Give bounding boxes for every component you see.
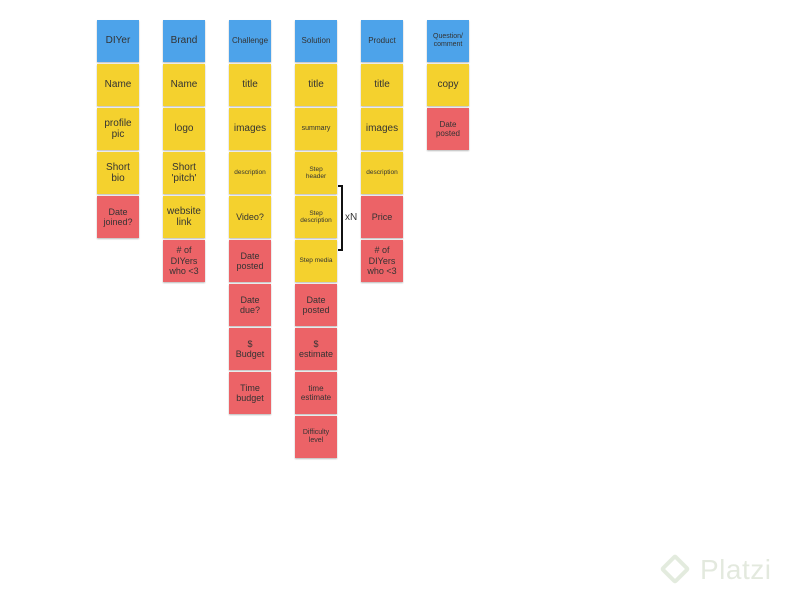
sticky-note-text: Short bio: [106, 161, 130, 185]
sticky-note-yellow: profile pic: [97, 108, 139, 150]
sticky-note-yellow: website link: [163, 196, 205, 238]
sticky-note-text: Difficulty level: [302, 428, 330, 444]
sticky-note-yellow: description: [229, 152, 271, 194]
sticky-note-yellow: images: [229, 108, 271, 150]
sticky-note-text: title: [308, 79, 324, 91]
sticky-note-blue: Solution: [295, 20, 337, 62]
sticky-note-yellow: images: [361, 108, 403, 150]
sticky-note-yellow: Name: [97, 64, 139, 106]
sticky-note-red: $ Budget: [229, 328, 271, 370]
sticky-note-yellow: copy: [427, 64, 469, 106]
sticky-note-yellow: description: [361, 152, 403, 194]
sticky-note-text: Brand: [170, 35, 198, 47]
sticky-note-text: description: [366, 169, 398, 177]
sticky-note-yellow: Step header: [295, 152, 337, 194]
platzi-watermark: Platzi: [658, 552, 798, 592]
sticky-note-text: Question/ comment: [433, 32, 463, 48]
sticky-note-text: summary: [301, 124, 331, 132]
sticky-note-blue: Question/ comment: [427, 20, 469, 62]
sticky-note-yellow: logo: [163, 108, 205, 150]
sticky-note-yellow: Short 'pitch': [163, 152, 205, 194]
sticky-note-text: Challenge: [231, 36, 269, 46]
sticky-note-text: Time budget: [236, 382, 264, 403]
sticky-note-text: Date due?: [239, 294, 261, 315]
sticky-note-text: Date posted: [435, 119, 461, 138]
sticky-note-text: Date joined?: [103, 206, 133, 227]
sticky-note-blue: Brand: [163, 20, 205, 62]
sticky-note-yellow: Step media: [295, 240, 337, 282]
sticky-note-yellow: Name: [163, 64, 205, 106]
sticky-note-text: # of DIYers who <3: [169, 245, 199, 277]
sticky-note-red: # of DIYers who <3: [163, 240, 205, 282]
sticky-note-text: $ estimate: [298, 338, 333, 359]
sticky-note-red: Time budget: [229, 372, 271, 414]
sticky-note-text: Step media: [299, 257, 333, 265]
repeat-multiplier-label: xN: [345, 212, 358, 223]
sticky-note-text: time estimate: [300, 383, 332, 402]
sticky-note-text: images: [233, 123, 267, 135]
sticky-note-red: $ estimate: [295, 328, 337, 370]
sticky-note-text: logo: [174, 123, 194, 135]
sticky-note-yellow: title: [229, 64, 271, 106]
sticky-note-blue: Product: [361, 20, 403, 62]
platzi-wordmark: Platzi: [700, 554, 772, 585]
sticky-note-blue: Challenge: [229, 20, 271, 62]
sticky-note-text: Step header: [305, 165, 327, 180]
sticky-note-text: Product: [368, 36, 396, 46]
sticky-note-text: Name: [170, 79, 198, 91]
sticky-note-text: Step description: [300, 209, 332, 224]
sticky-note-yellow: Short bio: [97, 152, 139, 194]
sticky-note-red: time estimate: [295, 372, 337, 414]
sticky-note-text: website link: [167, 205, 201, 229]
sticky-note-red: Price: [361, 196, 403, 238]
sticky-note-red: Date joined?: [97, 196, 139, 238]
sticky-note-text: Short 'pitch': [171, 161, 197, 185]
sticky-note-yellow: title: [295, 64, 337, 106]
sticky-note-text: Price: [371, 211, 393, 222]
sticky-note-red: Date due?: [229, 284, 271, 326]
sticky-note-text: # of DIYers who <3: [367, 245, 397, 277]
sticky-note-red: # of DIYers who <3: [361, 240, 403, 282]
sticky-note-text: Name: [104, 79, 132, 91]
sticky-note-red: Difficulty level: [295, 416, 337, 458]
sticky-note-text: $ Budget: [235, 338, 265, 359]
sticky-note-yellow: Video?: [229, 196, 271, 238]
sticky-note-text: title: [374, 79, 390, 91]
sticky-note-text: description: [234, 169, 266, 177]
sticky-note-text: Solution: [301, 36, 331, 46]
sticky-note-text: DIYer: [105, 35, 131, 47]
sticky-note-text: Date posted: [236, 250, 264, 271]
sticky-note-red: Date posted: [427, 108, 469, 150]
sticky-note-text: title: [242, 79, 258, 91]
platzi-logo-icon: [659, 553, 691, 585]
sticky-note-yellow: Step description: [295, 196, 337, 238]
sticky-note-yellow: title: [361, 64, 403, 106]
sticky-note-text: images: [365, 123, 399, 135]
sticky-note-red: Date posted: [295, 284, 337, 326]
sticky-note-yellow: summary: [295, 108, 337, 150]
sticky-note-blue: DIYer: [97, 20, 139, 62]
sticky-note-text: Date posted: [302, 294, 330, 315]
sticky-note-text: profile pic: [104, 117, 132, 141]
step-repeat-bracket: [338, 185, 343, 251]
sticky-note-red: Date posted: [229, 240, 271, 282]
sticky-note-text: Video?: [236, 211, 264, 222]
sticky-note-text: copy: [437, 79, 459, 91]
